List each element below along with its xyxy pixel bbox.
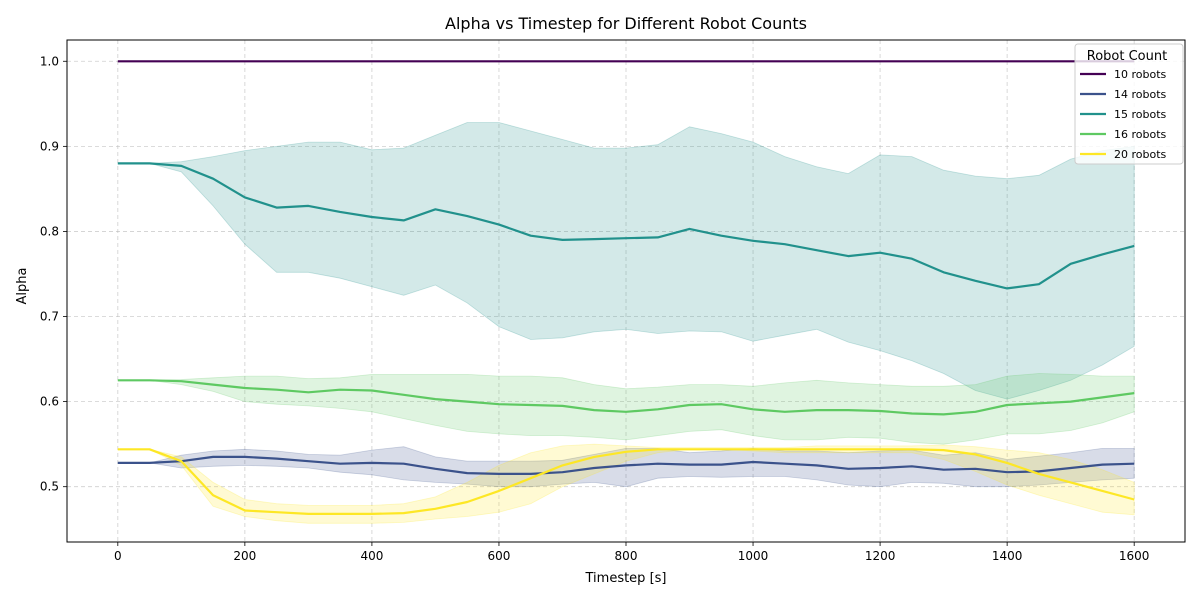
x-tick-label: 1000: [738, 549, 769, 563]
series-line-3: [117, 379, 1135, 416]
x-tick-label: 1600: [1119, 549, 1150, 563]
legend-label: 15 robots: [1114, 108, 1167, 121]
y-axis-label: Alpha: [15, 268, 30, 305]
x-tick-label: 600: [488, 549, 511, 563]
x-axis-label: Timestep [s]: [585, 571, 667, 586]
series-line-1: [117, 455, 1135, 475]
x-axis-ticks: 0 200 400 600 800 1000 1200 1400 1600: [114, 542, 1149, 563]
y-tick-label: 0.8: [40, 224, 59, 238]
legend-label: 10 robots: [1114, 68, 1167, 81]
chart-title: Alpha vs Timestep for Different Robot Co…: [445, 14, 807, 33]
x-tick-label: 0: [114, 549, 122, 563]
y-tick-label: 1.0: [40, 54, 59, 68]
x-tick-label: 1400: [992, 549, 1023, 563]
y-axis-ticks: 0.5 0.6 0.7 0.8 0.9 1.0: [40, 54, 67, 494]
y-tick-label: 0.5: [40, 480, 59, 494]
series-line-4: [117, 448, 1135, 516]
legend-label: 20 robots: [1114, 148, 1167, 161]
y-tick-label: 0.6: [40, 395, 59, 409]
x-tick-label: 400: [360, 549, 383, 563]
legend-title: Robot Count: [1087, 49, 1167, 64]
legend-label: 16 robots: [1114, 128, 1167, 141]
x-tick-label: 1200: [865, 549, 896, 563]
series-lines: [117, 60, 1135, 516]
x-tick-label: 200: [233, 549, 256, 563]
y-tick-label: 0.7: [40, 310, 59, 324]
confidence-bands: [117, 60, 1135, 524]
confidence-band-1: [117, 446, 1135, 488]
legend-items: 10 robots 14 robots 15 robots 16 robots 20 r…: [1080, 68, 1167, 161]
x-tick-label: 800: [615, 549, 638, 563]
y-tick-label: 0.9: [40, 139, 59, 153]
series-line-2: [117, 162, 1135, 290]
legend-label: 14 robots: [1114, 88, 1167, 101]
